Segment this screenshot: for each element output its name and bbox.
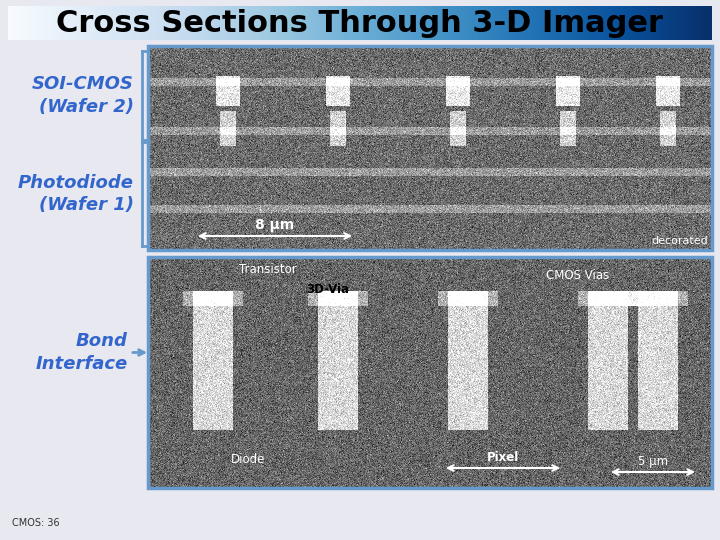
- Text: Photodiode
(Wafer 1): Photodiode (Wafer 1): [18, 174, 134, 214]
- Text: Bond
Interface: Bond Interface: [36, 333, 128, 373]
- Text: 8 μm: 8 μm: [256, 218, 294, 232]
- Text: Diode: Diode: [231, 453, 265, 466]
- Text: 3D-Via: 3D-Via: [307, 283, 349, 296]
- Bar: [148, 257, 712, 488]
- Text: decorated: decorated: [652, 236, 708, 246]
- Text: SOI-CMOS
(Wafer 2): SOI-CMOS (Wafer 2): [32, 76, 134, 116]
- Text: CMOS: 36: CMOS: 36: [12, 518, 60, 528]
- Text: Transistor: Transistor: [239, 263, 297, 276]
- Text: 5 μm: 5 μm: [638, 455, 668, 468]
- Text: Cross Sections Through 3-D Imager: Cross Sections Through 3-D Imager: [56, 9, 664, 37]
- Bar: [148, 46, 712, 250]
- Text: Pixel: Pixel: [487, 451, 519, 464]
- Text: CMOS Vias: CMOS Vias: [546, 269, 610, 282]
